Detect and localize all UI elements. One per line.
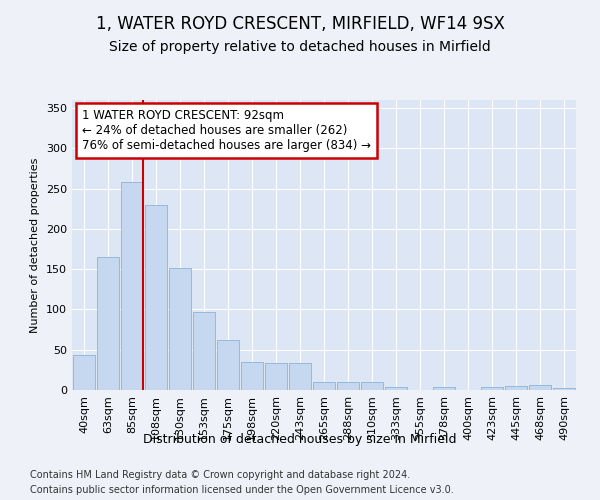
Bar — [169, 268, 191, 390]
Bar — [505, 386, 527, 390]
Bar — [193, 312, 215, 390]
Text: Distribution of detached houses by size in Mirfield: Distribution of detached houses by size … — [143, 432, 457, 446]
Bar — [289, 364, 311, 390]
Bar — [265, 364, 287, 390]
Bar — [433, 387, 455, 390]
Bar — [313, 382, 335, 390]
Text: Size of property relative to detached houses in Mirfield: Size of property relative to detached ho… — [109, 40, 491, 54]
Bar — [97, 257, 119, 390]
Text: Contains public sector information licensed under the Open Government Licence v3: Contains public sector information licen… — [30, 485, 454, 495]
Text: 1, WATER ROYD CRESCENT, MIRFIELD, WF14 9SX: 1, WATER ROYD CRESCENT, MIRFIELD, WF14 9… — [95, 15, 505, 33]
Bar — [529, 385, 551, 390]
Text: Contains HM Land Registry data © Crown copyright and database right 2024.: Contains HM Land Registry data © Crown c… — [30, 470, 410, 480]
Bar — [73, 356, 95, 390]
Y-axis label: Number of detached properties: Number of detached properties — [31, 158, 40, 332]
Bar — [481, 387, 503, 390]
Bar — [553, 388, 575, 390]
Bar — [217, 340, 239, 390]
Bar — [241, 362, 263, 390]
Bar — [145, 204, 167, 390]
Text: 1 WATER ROYD CRESCENT: 92sqm
← 24% of detached houses are smaller (262)
76% of s: 1 WATER ROYD CRESCENT: 92sqm ← 24% of de… — [82, 108, 371, 152]
Bar — [337, 382, 359, 390]
Bar — [361, 382, 383, 390]
Bar — [385, 387, 407, 390]
Bar — [121, 182, 143, 390]
